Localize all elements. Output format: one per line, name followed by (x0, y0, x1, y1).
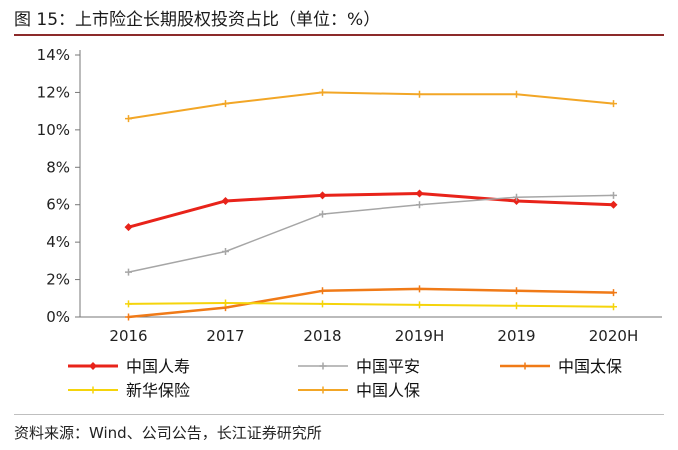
series-line (127, 91, 615, 120)
data-point (513, 193, 520, 201)
data-point (513, 90, 520, 98)
y-tick-label: 2% (46, 271, 70, 289)
data-point (610, 289, 617, 297)
figure-title: 图 15：上市险企长期股权投资占比（单位：%） (14, 10, 381, 30)
y-tick-label: 12% (37, 83, 70, 101)
data-point (416, 90, 423, 98)
series-1 (125, 191, 617, 276)
data-point (318, 191, 327, 200)
series-line (127, 191, 615, 229)
y-tick-label: 10% (37, 121, 70, 139)
data-point (319, 88, 326, 96)
title-divider (14, 34, 664, 36)
x-tick-label: 2019 (497, 327, 535, 345)
y-tick-label: 4% (46, 233, 70, 251)
legend-marker (319, 362, 327, 370)
legend-marker (89, 362, 97, 370)
x-tick-label: 2016 (109, 327, 147, 345)
series-line (127, 194, 615, 273)
legend-item: 新华保险 (68, 381, 190, 400)
chart-axes: 0% 2% 4% 6% 8% 10% 12% 14% 2016 2017 2018 2019H 2019… (37, 46, 662, 345)
y-tick-label: 6% (46, 196, 70, 214)
data-point (125, 313, 132, 321)
data-point (512, 196, 521, 205)
y-tick-label: 0% (46, 308, 70, 326)
y-tick-label: 8% (46, 158, 70, 176)
series-0 (124, 189, 618, 232)
legend-marker (89, 386, 97, 394)
data-point (222, 100, 229, 108)
series-3 (125, 299, 617, 311)
legend-label: 中国太保 (558, 357, 622, 376)
data-point (319, 210, 326, 218)
source-note: 资料来源：Wind、公司公告，长江证券研究所 (14, 424, 322, 442)
data-point (124, 223, 133, 232)
data-point (610, 191, 617, 199)
data-point (610, 303, 617, 311)
data-point (319, 300, 326, 308)
legend-label: 中国平安 (356, 357, 420, 376)
chart-series (124, 88, 618, 321)
x-tick-label: 2019H (395, 327, 444, 345)
series-line (127, 301, 615, 308)
data-point (415, 189, 424, 198)
data-point (513, 302, 520, 310)
data-point (513, 287, 520, 295)
data-point (416, 301, 423, 309)
legend-item: 中国平安 (298, 357, 420, 376)
data-point (609, 200, 618, 209)
legend-item: 中国人保 (298, 381, 420, 400)
series-4 (125, 88, 617, 123)
data-point (610, 100, 617, 108)
data-point (221, 196, 230, 205)
x-tick-label: 2018 (303, 327, 341, 345)
data-point (222, 299, 229, 307)
data-point (125, 300, 132, 308)
data-point (222, 248, 229, 255)
data-point (125, 268, 132, 276)
data-point (416, 201, 423, 209)
data-point (416, 285, 423, 293)
legend-marker (319, 386, 327, 394)
data-point (125, 115, 132, 123)
series-2 (125, 285, 617, 321)
legend-marker (521, 362, 529, 370)
y-tick-label: 14% (37, 46, 70, 64)
legend-label: 中国人保 (356, 381, 420, 400)
legend-item: 中国太保 (500, 357, 622, 376)
x-tick-label: 2020H (589, 327, 638, 345)
legend-item: 中国人寿 (68, 357, 190, 376)
legend-label: 中国人寿 (126, 357, 190, 376)
footer-divider (14, 414, 664, 415)
x-tick-label: 2017 (206, 327, 244, 345)
legend-label: 新华保险 (126, 381, 190, 400)
data-point (319, 287, 326, 295)
series-line (127, 287, 615, 319)
